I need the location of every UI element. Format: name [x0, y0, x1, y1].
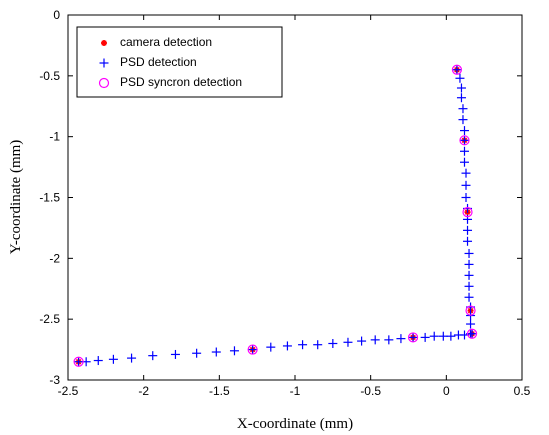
data-point-plus: [266, 342, 276, 352]
legend-circle-marker-icon: [98, 77, 110, 89]
legend-label-psd-detection: PSD detection: [120, 55, 197, 69]
data-point-plus: [456, 83, 466, 93]
y-axis-title: Y-coordinate (mm): [8, 140, 24, 255]
data-point-plus: [446, 331, 456, 341]
y-tick-label: 0: [53, 8, 60, 22]
data-point-plus: [396, 334, 406, 344]
data-point-plus: [127, 353, 137, 363]
y-tick-label: -0.5: [39, 69, 60, 83]
data-point-plus: [282, 341, 292, 351]
data-point-circle: [462, 207, 473, 218]
legend-marker-circle: [98, 77, 110, 89]
data-point-plus: [357, 336, 367, 346]
data-point-plus: [408, 332, 418, 342]
data-point-plus: [211, 347, 221, 357]
data-point-plus: [458, 115, 468, 125]
data-point-plus: [463, 225, 473, 235]
series-psd-syncron-detection: [73, 64, 478, 367]
y-tick-label: -1: [49, 130, 60, 144]
data-point-plus: [248, 345, 258, 355]
data-point-plus: [466, 319, 476, 329]
x-tick-label: -2.5: [58, 384, 79, 398]
data-point-circle: [407, 332, 419, 343]
data-point-circle: [465, 305, 476, 316]
data-point-plus: [108, 354, 118, 364]
legend-entry-psd-detection: PSD detection: [99, 55, 197, 69]
data-point-plus: [464, 281, 474, 291]
data-point-plus: [343, 337, 353, 347]
x-tick-label: -2: [138, 384, 149, 398]
axis-ticks: -2.5 -2 -1.5 -1 -0.5 0 0.50-0.5-1-1.5-2-2.5-3: [39, 8, 530, 398]
legend: camera detection PSD detection PSD syncr…: [76, 26, 283, 98]
x-tick-label: -0.5: [360, 384, 381, 398]
data-point-plus: [456, 93, 466, 103]
data-point-plus: [452, 65, 462, 75]
data-point-plus: [170, 349, 180, 359]
data-point-plus: [192, 348, 202, 358]
series-psd-detection: [74, 65, 477, 367]
data-point-plus: [464, 270, 474, 280]
data-point-plus: [298, 340, 308, 350]
legend-box: [76, 26, 283, 98]
legend-entry-psd-syncron-detection: PSD syncron detection: [98, 75, 242, 89]
y-tick-label: -2: [49, 251, 60, 265]
data-point-circle: [459, 135, 470, 146]
data-point-plus: [464, 259, 474, 269]
data-point-circle: [451, 64, 463, 75]
data-point-plus: [458, 104, 468, 114]
data-point-circle: [73, 356, 84, 367]
y-tick-label: -1.5: [39, 191, 60, 205]
y-tick-label: -2.5: [39, 312, 60, 326]
data-point-plus: [370, 335, 380, 345]
x-axis-title: X-coordinate (mm): [237, 416, 353, 432]
data-point-plus: [429, 331, 439, 341]
legend-marker-star: [101, 40, 107, 46]
data-point-plus: [455, 73, 465, 83]
data-point-plus: [438, 331, 448, 341]
data-point-plus: [459, 146, 469, 156]
data-point-plus: [229, 346, 239, 356]
data-point-plus: [461, 168, 471, 178]
data-point-plus: [459, 135, 469, 145]
data-point-plus: [464, 292, 474, 302]
data-series: [73, 64, 478, 367]
data-point-plus: [420, 332, 430, 342]
legend-label-psd-syncron-detection: PSD syncron detection: [120, 75, 242, 89]
x-tick-label: -1: [290, 384, 301, 398]
data-point-circle: [247, 344, 258, 355]
data-point-plus: [328, 339, 338, 348]
legend-plus-marker-icon: [99, 58, 109, 68]
data-point-plus: [453, 330, 463, 340]
data-point-plus: [384, 335, 394, 345]
x-tick-label: 0.5: [514, 384, 531, 398]
y-tick-label: -3: [49, 373, 60, 387]
data-point-circle: [466, 328, 478, 339]
data-point-plus: [464, 248, 474, 258]
data-point-plus: [463, 236, 473, 246]
data-point-plus: [74, 357, 84, 367]
data-point-plus: [459, 126, 469, 136]
x-tick-label: -1.5: [209, 384, 230, 398]
data-point-plus: [461, 180, 471, 190]
x-tick-label: 0: [443, 384, 450, 398]
legend-star-marker-icon: [101, 40, 107, 46]
legend-entry-camera-detection: camera detection: [101, 35, 212, 49]
data-point-plus: [459, 157, 469, 167]
data-point-plus: [148, 351, 158, 361]
data-point-plus: [461, 193, 471, 202]
legend-label-camera-detection: camera detection: [120, 35, 212, 49]
data-point-plus: [313, 340, 323, 350]
legend-marker-plus: [99, 58, 109, 68]
data-point-plus: [93, 356, 103, 366]
